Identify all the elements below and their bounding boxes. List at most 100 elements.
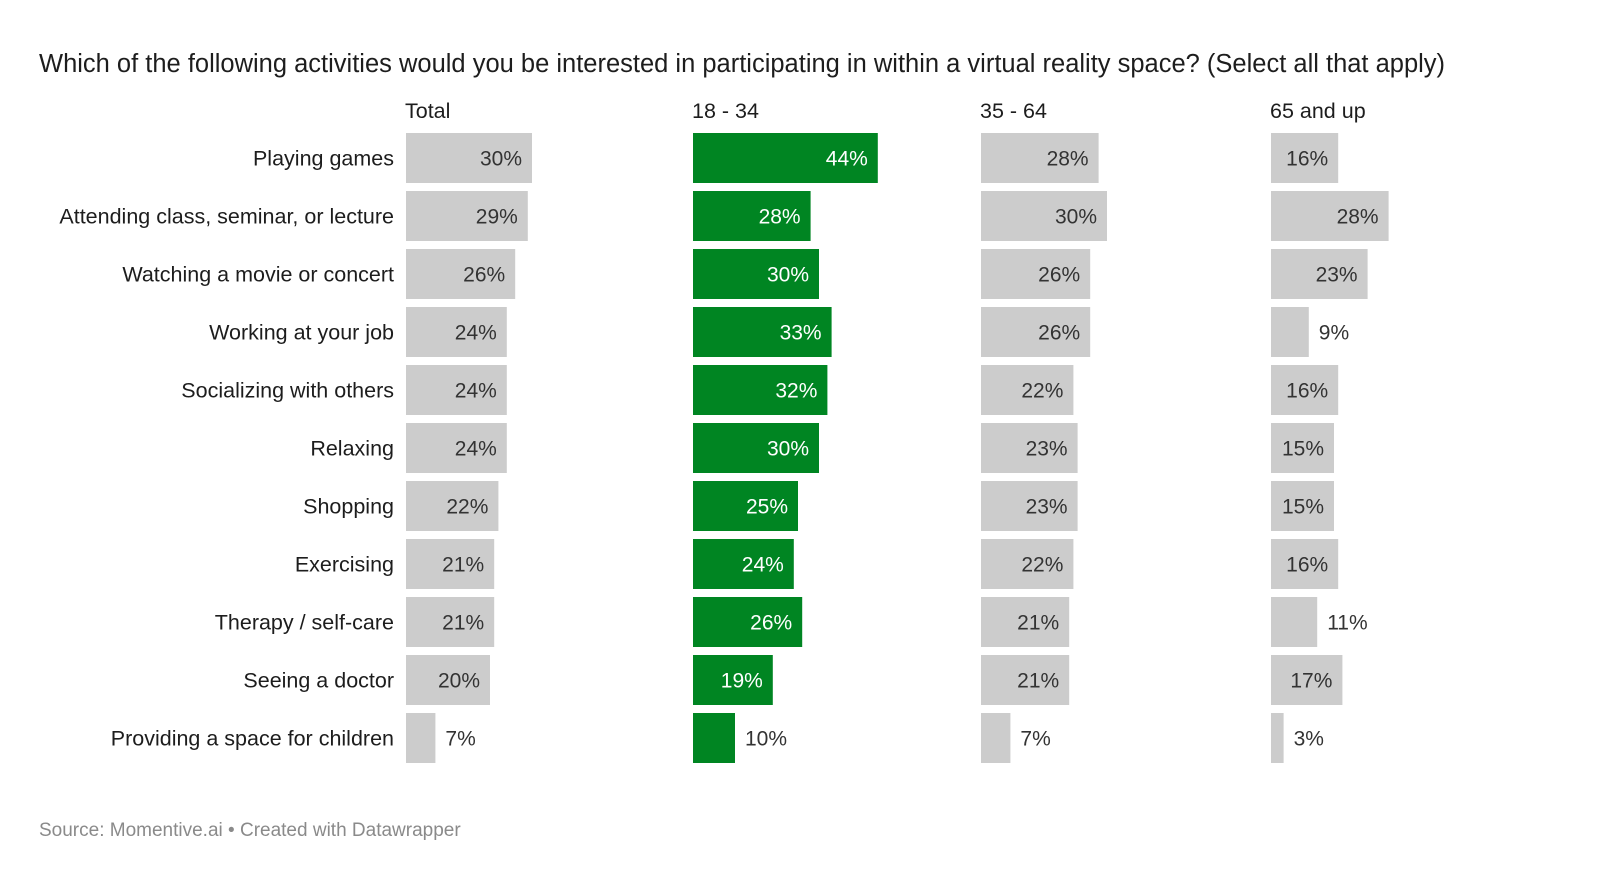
footer-credit: Created with Datawrapper [239,820,461,841]
bar [981,539,1074,589]
bar [1271,249,1368,299]
bar [406,655,490,705]
category-label: Therapy / self-care [215,611,394,635]
category-label: Exercising [295,553,394,577]
bar [1271,655,1343,705]
bar [406,249,516,299]
bar [981,423,1078,473]
value-label: 15% [1282,496,1324,519]
value-label: 16% [1286,380,1328,403]
bar [693,423,819,473]
bar [693,307,832,357]
bar [981,307,1091,357]
value-label: 19% [721,670,763,693]
bar [981,249,1091,299]
category-label: Working at your job [209,321,394,345]
value-label: 30% [767,438,809,461]
category-label: Playing games [253,147,394,171]
value-label: 32% [775,380,817,403]
value-label: 21% [442,612,484,635]
bar [406,307,507,357]
bar [406,133,532,183]
bar [693,481,798,531]
chart-title: Which of the following activities would … [39,50,1446,78]
value-label: 9% [1319,322,1349,345]
footer-separator: • [228,820,235,841]
value-label: 22% [446,496,488,519]
value-label: 25% [746,496,788,519]
value-label: 17% [1290,670,1332,693]
value-label: 26% [463,264,505,287]
column-header: Total [405,99,450,123]
value-label: 15% [1282,438,1324,461]
bar [1271,713,1284,763]
bar [406,423,507,473]
value-label: 23% [1026,438,1068,461]
bar [1271,191,1389,241]
value-label: 23% [1316,264,1358,287]
bar [693,597,803,647]
bar [406,481,499,531]
value-label: 21% [442,554,484,577]
value-label: 30% [767,264,809,287]
category-label: Shopping [303,495,394,519]
value-label: 33% [780,322,822,345]
bars [406,133,1389,763]
value-label: 10% [745,728,787,751]
value-label: 7% [445,728,475,751]
value-label: 24% [455,438,497,461]
category-label: Socializing with others [181,379,394,403]
bar [1271,481,1334,531]
bar [693,133,878,183]
footer-source: Source: Momentive.ai [39,820,223,841]
value-label: 26% [750,612,792,635]
column-header: 65 and up [1270,99,1366,123]
category-labels: Playing games Attending class, seminar, o… [59,147,394,751]
bar [1271,597,1318,647]
value-label: 11% [1327,612,1367,635]
bar [693,539,794,589]
value-label: 16% [1286,148,1328,171]
bar [406,713,436,763]
value-label: 3% [1294,728,1324,751]
column-header: 18 - 34 [692,99,759,123]
value-label: 28% [1047,148,1089,171]
bar [693,191,811,241]
bar [693,365,828,415]
value-labels: 30% 29% 26% 24% 24% 24% 22% 21% 21% 20% 7% 44% 28% 30… [438,148,1379,751]
bar [981,481,1078,531]
value-label: 26% [1038,322,1080,345]
category-label: Attending class, seminar, or lecture [59,205,394,229]
value-label: 21% [1017,612,1059,635]
bar [981,191,1107,241]
bar [693,713,735,763]
value-label: 7% [1020,728,1050,751]
value-label: 16% [1286,554,1328,577]
bar [981,597,1070,647]
value-label: 20% [438,670,480,693]
bar [406,539,495,589]
value-label: 24% [455,380,497,403]
chart-footer: Source: Momentive.ai • Created with Data… [39,818,461,844]
bar [693,249,819,299]
bar [406,597,495,647]
value-label: 30% [480,148,522,171]
bar [1271,307,1309,357]
bar [1271,423,1334,473]
bar [406,365,507,415]
value-label: 22% [1021,554,1063,577]
bar [981,713,1011,763]
bar [981,365,1074,415]
value-label: 30% [1055,206,1097,229]
value-label: 21% [1017,670,1059,693]
category-label: Relaxing [310,437,394,461]
value-label: 26% [1038,264,1080,287]
category-label: Watching a movie or concert [122,263,394,287]
value-label: 22% [1021,380,1063,403]
column-header: 35 - 64 [980,99,1047,123]
value-label: 24% [742,554,784,577]
value-label: 28% [1337,206,1379,229]
bar [406,191,528,241]
category-label: Seeing a doctor [243,669,394,693]
